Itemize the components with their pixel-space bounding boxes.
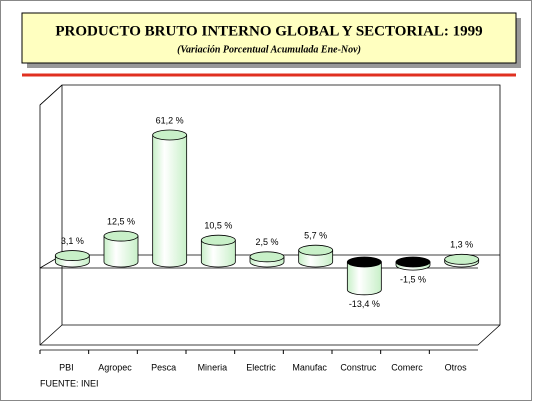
bar <box>152 129 188 268</box>
bar-top <box>298 244 334 256</box>
title-box <box>21 12 517 64</box>
value-label: 12,5 % <box>107 216 135 226</box>
bar-top <box>152 129 188 141</box>
x-tick-label: Agropec <box>98 362 132 372</box>
bar-body <box>346 261 382 296</box>
source: FUENTE: INEI <box>40 378 99 388</box>
bar-top <box>200 234 236 246</box>
chart-title: PRODUCTO BRUTO INTERNO GLOBAL Y SECTORIA… <box>55 23 482 39</box>
bar-top <box>249 251 285 263</box>
bar <box>54 250 90 268</box>
x-tick-label: PBI <box>59 362 74 372</box>
value-label: 61,2 % <box>156 115 184 125</box>
x-tick-label: Otros <box>445 362 468 372</box>
bar-top <box>346 256 382 268</box>
bar <box>103 230 139 268</box>
bar-top <box>395 256 431 268</box>
value-label: 10,5 % <box>204 221 232 231</box>
x-tick-label: Manufac <box>292 362 327 372</box>
bar-body <box>152 134 188 268</box>
bar <box>444 253 480 268</box>
x-tick-label: Pesca <box>151 362 176 372</box>
bar-body <box>200 239 236 268</box>
x-tick-label: Construc <box>340 362 377 372</box>
value-label: -13,4 % <box>349 299 380 309</box>
bar-body <box>103 235 139 268</box>
bar <box>298 244 334 268</box>
bar-top <box>54 250 90 261</box>
x-tick-label: Electric <box>246 362 276 372</box>
box-edge <box>39 324 63 346</box>
bar <box>249 251 285 268</box>
value-label: 3,1 % <box>61 236 84 246</box>
bar <box>346 256 382 296</box>
value-label: 2,5 % <box>255 237 278 247</box>
value-label: 5,7 % <box>304 231 327 241</box>
x-tick-label: Comerc <box>391 362 423 372</box>
value-label: 1,3 % <box>450 240 473 250</box>
bar-top <box>103 230 139 242</box>
value-label: -1,5 % <box>400 274 426 284</box>
x-tick-label: Mineria <box>198 362 228 372</box>
bar <box>395 256 431 271</box>
plot-box <box>39 84 501 346</box>
chart-subtitle: (Variación Porcentual Acumulada Ene-Nov) <box>177 44 361 55</box>
bar <box>200 234 236 268</box>
box-edge <box>39 84 63 106</box>
bar-top <box>444 253 480 265</box>
